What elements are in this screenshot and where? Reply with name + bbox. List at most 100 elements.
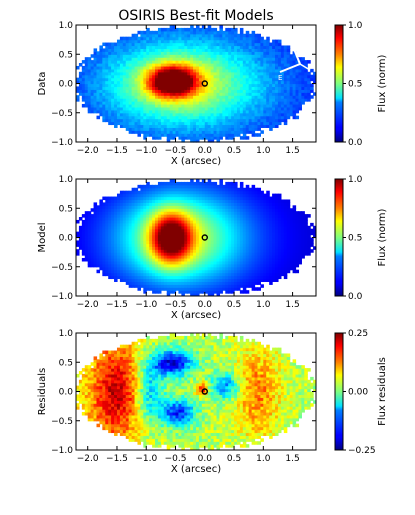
heatmap-cell — [251, 130, 256, 134]
heatmap-cell — [178, 95, 182, 99]
heatmap-cell — [125, 243, 130, 247]
heatmap-cell — [251, 231, 256, 236]
heatmap-cell — [254, 101, 259, 105]
heatmap-cell — [163, 74, 168, 79]
heatmap-cell — [292, 228, 297, 233]
heatmap-cell — [163, 202, 168, 206]
heatmap-cell — [260, 106, 264, 111]
heatmap-cell — [181, 74, 185, 79]
heatmap-cell — [248, 115, 253, 120]
heatmap-cell — [286, 202, 291, 206]
heatmap-cell — [128, 205, 133, 209]
heatmap-cell — [286, 205, 291, 209]
heatmap-cell — [222, 36, 226, 41]
heatmap-cell — [149, 237, 153, 242]
heatmap-cell — [277, 237, 282, 242]
heatmap-cell — [196, 36, 200, 41]
heatmap-cell — [122, 92, 127, 96]
heatmap-cell — [245, 243, 250, 247]
heatmap-cell — [190, 293, 194, 296]
heatmap-cell — [307, 71, 311, 76]
heatmap-cell — [175, 80, 180, 85]
heatmap-cell — [257, 63, 261, 67]
heatmap-cell — [181, 281, 185, 285]
heatmap-cell — [111, 106, 115, 111]
heatmap-cell — [149, 92, 153, 96]
heatmap-cell — [184, 219, 188, 224]
heatmap-cell — [160, 57, 165, 61]
heatmap-cell — [201, 106, 206, 111]
heatmap-cell — [251, 98, 256, 102]
heatmap-cell — [122, 217, 127, 221]
heatmap-cell — [119, 60, 124, 64]
heatmap-cell — [160, 266, 165, 271]
heatmap-cell — [172, 284, 177, 288]
heatmap-cell — [248, 211, 253, 215]
heatmap-cell — [172, 263, 177, 268]
heatmap-cell — [163, 92, 168, 96]
heatmap-cell — [242, 208, 247, 212]
heatmap-cell — [225, 243, 229, 247]
heatmap-cell — [207, 130, 212, 134]
heatmap-cell — [131, 45, 136, 49]
heatmap-cell — [292, 243, 297, 247]
heatmap-cell — [122, 234, 127, 239]
heatmap-cell — [239, 86, 244, 90]
heatmap-cell — [196, 208, 200, 212]
heatmap-cell — [289, 54, 294, 58]
heatmap-cell — [222, 281, 226, 285]
heatmap-cell — [152, 65, 156, 70]
heatmap-cell — [105, 260, 109, 265]
heatmap-cell — [116, 106, 121, 111]
heatmap-cell — [163, 103, 168, 108]
heatmap-cell — [184, 45, 188, 49]
heatmap-cell — [292, 71, 297, 76]
heatmap-cell — [146, 54, 150, 58]
heatmap-cell — [181, 115, 185, 120]
heatmap-cell — [99, 205, 103, 209]
heatmap-cell — [84, 101, 89, 105]
heatmap-cell — [169, 63, 174, 67]
heatmap-cell — [178, 51, 182, 55]
heatmap-cell — [286, 115, 291, 120]
heatmap-cell — [207, 249, 212, 253]
heatmap-cell — [155, 109, 159, 114]
heatmap-cell — [116, 272, 121, 277]
heatmap-cell — [163, 281, 168, 285]
heatmap-cell — [102, 89, 106, 93]
heatmap-cell — [163, 287, 168, 291]
heatmap-cell — [248, 51, 253, 55]
heatmap-cell — [128, 48, 133, 52]
heatmap-cell — [201, 281, 206, 285]
heatmap-cell — [231, 240, 235, 244]
heatmap-cell — [119, 42, 124, 47]
heatmap-cell — [108, 89, 112, 93]
heatmap-cell — [78, 237, 83, 242]
heatmap-cell — [283, 54, 288, 58]
heatmap-cell — [266, 202, 270, 206]
heatmap-cell — [286, 57, 291, 61]
heatmap-cell — [134, 284, 139, 288]
heatmap-cell — [198, 60, 203, 64]
heatmap-cell — [119, 278, 124, 282]
heatmap-cell — [272, 51, 276, 55]
heatmap-cell — [160, 45, 165, 49]
heatmap-cell — [187, 281, 191, 285]
heatmap-cell — [257, 98, 261, 102]
heatmap-cell — [193, 190, 197, 195]
heatmap-cell — [245, 240, 250, 244]
heatmap-cell — [152, 118, 156, 123]
heatmap-cell — [99, 219, 103, 224]
heatmap-cell — [128, 60, 133, 64]
heatmap-cell — [90, 89, 95, 93]
heatmap-cell — [160, 112, 165, 117]
heatmap-cell — [245, 95, 250, 99]
heatmap-cell — [225, 275, 229, 280]
heatmap-cell — [157, 30, 162, 35]
heatmap-cell — [114, 240, 118, 244]
heatmap-cell — [178, 106, 182, 111]
heatmap-cell — [272, 48, 276, 52]
heatmap-cell — [196, 205, 200, 209]
heatmap-cell — [254, 266, 259, 271]
heatmap-cell — [216, 252, 221, 256]
